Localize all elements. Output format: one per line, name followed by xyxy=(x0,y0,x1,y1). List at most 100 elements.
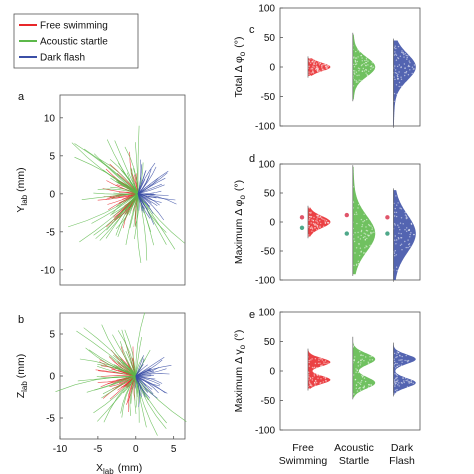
violin-point xyxy=(354,356,356,358)
violin-point xyxy=(368,224,371,227)
violin-point xyxy=(413,68,415,70)
violin-point xyxy=(358,387,360,390)
violin-point xyxy=(367,234,369,236)
violin-point xyxy=(404,67,406,69)
violin-point xyxy=(353,238,355,240)
trajectory-acoustic xyxy=(101,375,136,399)
violin-point xyxy=(308,379,310,381)
violin-point xyxy=(393,252,396,254)
violin-point xyxy=(407,229,410,232)
violin-point xyxy=(325,376,327,379)
violin-point xyxy=(311,219,313,221)
violin-point xyxy=(400,85,402,88)
panel-a-frame xyxy=(59,94,186,286)
violin-point xyxy=(354,73,356,75)
trajectory-acoustic xyxy=(135,336,142,377)
trajectory-acoustic xyxy=(117,330,137,377)
violin-point xyxy=(314,227,316,229)
violin-point xyxy=(405,70,408,73)
violin-point xyxy=(355,368,357,370)
violin-point xyxy=(395,373,398,376)
legend-label-free: Free swimming xyxy=(40,21,108,32)
trajectory-dark xyxy=(135,368,152,377)
trajectory-acoustic xyxy=(99,158,139,194)
violin-point xyxy=(398,71,400,73)
violin-point xyxy=(309,377,312,379)
violin-point xyxy=(321,359,323,361)
violin-point xyxy=(353,358,355,361)
violin-point xyxy=(325,380,327,382)
violin-point xyxy=(370,231,372,234)
violin-point xyxy=(324,64,326,66)
violin-point xyxy=(308,73,310,75)
violin-point xyxy=(362,252,365,254)
violin-point xyxy=(395,47,397,50)
violin-point xyxy=(395,254,397,256)
violin-point xyxy=(360,362,362,364)
panel-e-violin-max-dgamma: 100 50 0 -50 -100 Maximum Δ γo (°) xyxy=(233,308,421,437)
violin-point xyxy=(322,381,324,383)
trajectory-dark xyxy=(135,375,141,396)
trajectory-dark xyxy=(137,183,162,195)
violin-point xyxy=(398,359,400,361)
violin-point xyxy=(357,260,359,262)
y-tick-label: 10 xyxy=(44,113,56,124)
violin-point xyxy=(394,239,396,241)
trajectory-dark xyxy=(137,170,169,195)
violin-point xyxy=(360,251,362,253)
x-tick-label: 5 xyxy=(171,444,177,455)
violin-point xyxy=(312,219,315,222)
violin-point xyxy=(324,219,326,221)
trajectory-acoustic xyxy=(76,330,136,377)
violin-point xyxy=(353,66,356,68)
trajectory-dark xyxy=(135,367,151,377)
violin-point xyxy=(314,384,316,386)
violin-point xyxy=(371,65,373,67)
y-tick-label: 0 xyxy=(49,189,55,200)
trajectory-dark xyxy=(137,193,140,211)
violin-point xyxy=(367,362,370,364)
trajectory-acoustic xyxy=(135,376,138,398)
trajectory-free xyxy=(112,193,139,199)
trajectory-free xyxy=(97,193,139,201)
trajectory-dark xyxy=(137,169,147,194)
panel-b-x-ticks: -10 -5 0 5 xyxy=(53,436,177,455)
trajectory-acoustic xyxy=(97,188,139,195)
violin-point xyxy=(360,230,363,233)
trajectory-acoustic xyxy=(110,375,136,386)
violin-point xyxy=(394,65,396,67)
violin-ylabel-pre: Maximum xyxy=(233,364,245,412)
y-tick-label: 50 xyxy=(264,337,276,348)
trajectory-acoustic xyxy=(83,148,139,195)
violin-point xyxy=(316,218,318,220)
violin-point xyxy=(358,68,361,70)
trajectory-acoustic xyxy=(77,375,136,382)
trajectory-acoustic xyxy=(135,356,144,377)
trajectory-dark xyxy=(135,364,148,377)
violin-point xyxy=(396,356,398,358)
violin-point xyxy=(401,249,403,251)
violin-point xyxy=(309,75,312,77)
violin-point xyxy=(354,57,357,59)
violin-point xyxy=(320,357,322,359)
violin-point xyxy=(408,65,411,68)
violin-point xyxy=(355,384,358,386)
panel-b-xlabel-unit: (mm) xyxy=(118,462,143,474)
trajectory-acoustic xyxy=(68,193,139,228)
violin-point xyxy=(360,218,363,221)
violin-point xyxy=(394,389,397,391)
violin-point xyxy=(400,359,402,361)
violin-point xyxy=(365,64,367,67)
violin-ylabel-sub: o xyxy=(238,51,247,56)
violin-point xyxy=(308,207,310,209)
trajectory-dark xyxy=(137,193,162,203)
violin-point xyxy=(316,68,318,70)
violin-point xyxy=(354,213,356,216)
svg-text:Ylab(mm): Ylab (mm) xyxy=(15,167,29,212)
violin-point xyxy=(394,382,396,384)
violin-point xyxy=(364,252,366,254)
violin-point xyxy=(355,387,357,389)
trajectory-acoustic xyxy=(108,355,136,377)
violin-point xyxy=(404,229,406,231)
violin-point xyxy=(400,208,402,210)
